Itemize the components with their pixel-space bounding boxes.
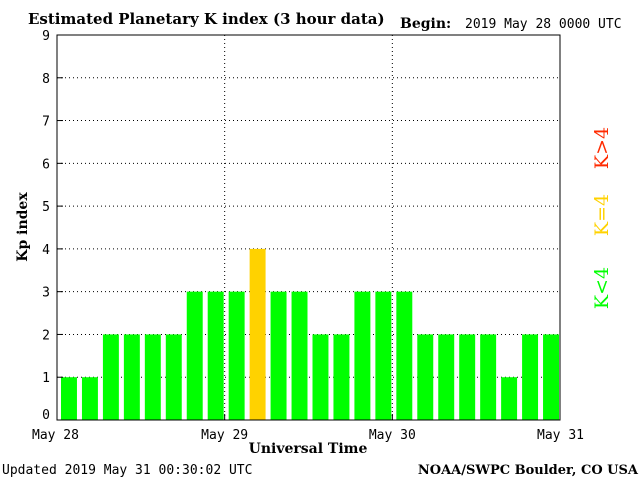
y-tick-label: 5 xyxy=(42,200,50,215)
begin-value: 2019 May 28 0000 UTC xyxy=(465,17,622,32)
y-tick-label: 2 xyxy=(42,328,50,343)
bar-kp-1 xyxy=(81,377,98,420)
bar-kp-16 xyxy=(396,291,413,420)
credit-text: NOAA/SWPC Boulder, CO USA xyxy=(418,463,639,478)
bar-kp-4 xyxy=(144,334,161,420)
y-tick-label: 0 xyxy=(42,408,50,423)
x-tick-label: May 29 xyxy=(201,428,248,443)
bar-kp-3 xyxy=(123,334,140,420)
y-tick-label: 1 xyxy=(42,371,50,386)
x-axis-label: Universal Time xyxy=(249,441,368,457)
bar-kp-18 xyxy=(438,334,455,420)
y-tick-label: 9 xyxy=(42,29,50,44)
updated-timestamp: Updated 2019 May 31 00:30:02 UTC xyxy=(2,463,252,478)
bar-kp-17 xyxy=(417,334,434,420)
legend-entry-0: K<4 xyxy=(591,267,613,309)
bar-kp-22 xyxy=(522,334,539,420)
x-tick-label: May 28 xyxy=(32,428,79,443)
bar-kp-20 xyxy=(480,334,497,420)
begin-label: Begin: xyxy=(400,16,451,32)
bar-kp-0 xyxy=(61,377,77,420)
bar-kp-13 xyxy=(333,334,350,420)
y-axis-label: Kp index xyxy=(15,192,31,262)
bar-kp-6 xyxy=(186,291,203,420)
legend: K<4 K=4 K>4 xyxy=(591,127,613,309)
x-tick-label: May 31 xyxy=(537,428,584,443)
y-tick-label: 3 xyxy=(42,286,50,301)
bar-kp-14 xyxy=(354,291,371,420)
plot-frame xyxy=(56,34,561,421)
bar-kp-21 xyxy=(501,377,518,420)
bar-kp-2 xyxy=(102,334,119,420)
legend-entry-1: K=4 xyxy=(591,194,613,236)
bar-kp-5 xyxy=(165,334,182,420)
x-axis-ticks: May 28 May 29 May 30 May 31 xyxy=(32,414,584,443)
bar-kp-11 xyxy=(291,291,308,420)
y-tick-label: 6 xyxy=(42,157,50,172)
bar-kp-23 xyxy=(543,334,559,420)
legend-entry-2: K>4 xyxy=(591,127,613,169)
x-tick-label: May 30 xyxy=(369,428,416,443)
bar-kp-15 xyxy=(375,291,392,420)
grid-lines xyxy=(57,35,560,420)
bar-kp-19 xyxy=(459,334,476,420)
bar-kp-7 xyxy=(207,291,224,420)
bar-kp-8 xyxy=(228,291,245,420)
bar-series xyxy=(61,248,559,420)
bar-kp-12 xyxy=(312,334,329,420)
y-axis-ticks: 0 1 2 3 4 5 6 7 8 9 xyxy=(42,29,63,423)
bar-kp-9 xyxy=(249,248,266,420)
y-tick-label: 7 xyxy=(42,115,50,130)
y-tick-label: 4 xyxy=(42,243,50,258)
chart-title: Estimated Planetary K index (3 hour data… xyxy=(28,10,385,28)
y-tick-label: 8 xyxy=(42,72,50,87)
bar-kp-10 xyxy=(270,291,287,420)
